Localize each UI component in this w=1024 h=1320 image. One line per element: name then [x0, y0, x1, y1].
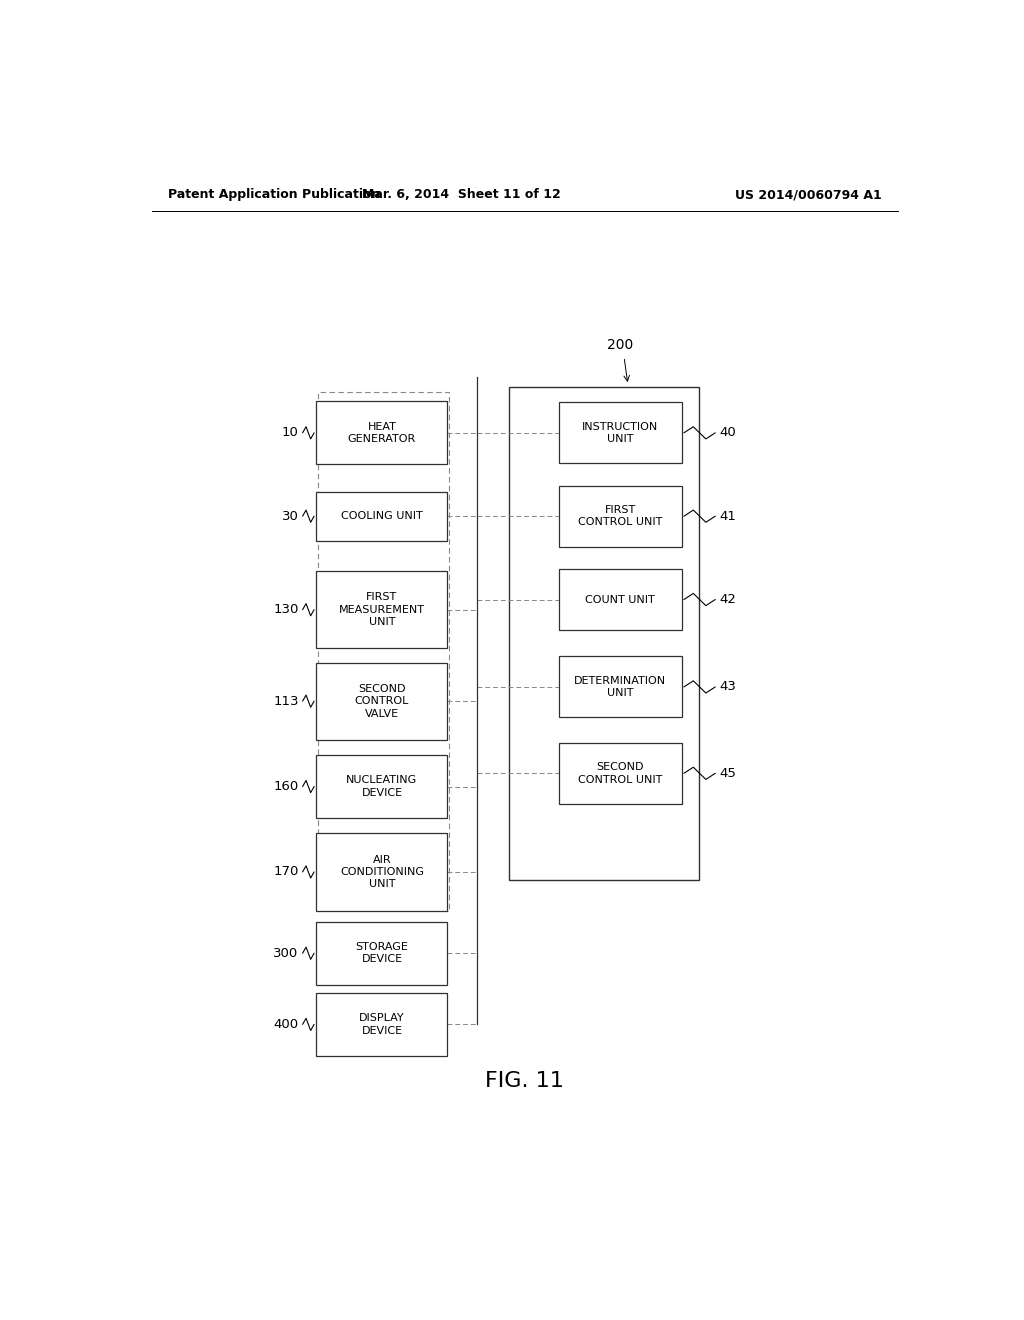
- Text: 400: 400: [273, 1018, 299, 1031]
- Text: COOLING UNIT: COOLING UNIT: [341, 511, 423, 521]
- Text: FIG. 11: FIG. 11: [485, 1072, 564, 1092]
- Text: SECOND
CONTROL UNIT: SECOND CONTROL UNIT: [578, 762, 663, 784]
- Text: 30: 30: [282, 510, 299, 523]
- Text: 43: 43: [719, 680, 736, 693]
- Text: 42: 42: [719, 593, 736, 606]
- FancyBboxPatch shape: [558, 656, 682, 718]
- Text: INSTRUCTION
UNIT: INSTRUCTION UNIT: [582, 421, 658, 444]
- FancyBboxPatch shape: [316, 993, 447, 1056]
- FancyBboxPatch shape: [316, 755, 447, 818]
- Text: NUCLEATING
DEVICE: NUCLEATING DEVICE: [346, 775, 418, 797]
- Text: AIR
CONDITIONING
UNIT: AIR CONDITIONING UNIT: [340, 854, 424, 890]
- Text: 113: 113: [273, 694, 299, 708]
- Text: 160: 160: [273, 780, 299, 793]
- Text: DISPLAY
DEVICE: DISPLAY DEVICE: [359, 1014, 404, 1036]
- Text: 10: 10: [282, 426, 299, 440]
- FancyBboxPatch shape: [558, 743, 682, 804]
- FancyBboxPatch shape: [316, 663, 447, 739]
- Text: 200: 200: [607, 338, 633, 351]
- FancyBboxPatch shape: [558, 569, 682, 630]
- Text: US 2014/0060794 A1: US 2014/0060794 A1: [735, 189, 882, 202]
- Text: STORAGE
DEVICE: STORAGE DEVICE: [355, 942, 409, 965]
- Text: 40: 40: [719, 426, 736, 440]
- Text: HEAT
GENERATOR: HEAT GENERATOR: [348, 421, 416, 444]
- FancyBboxPatch shape: [316, 492, 447, 541]
- FancyBboxPatch shape: [558, 403, 682, 463]
- Text: 170: 170: [273, 866, 299, 878]
- Text: DETERMINATION
UNIT: DETERMINATION UNIT: [574, 676, 666, 698]
- Text: 41: 41: [719, 510, 736, 523]
- FancyBboxPatch shape: [509, 387, 699, 880]
- FancyBboxPatch shape: [558, 486, 682, 546]
- FancyBboxPatch shape: [316, 572, 447, 648]
- Text: COUNT UNIT: COUNT UNIT: [585, 594, 655, 605]
- Text: FIRST
CONTROL UNIT: FIRST CONTROL UNIT: [578, 506, 663, 528]
- FancyBboxPatch shape: [316, 921, 447, 985]
- Text: Mar. 6, 2014  Sheet 11 of 12: Mar. 6, 2014 Sheet 11 of 12: [361, 189, 561, 202]
- FancyBboxPatch shape: [316, 833, 447, 911]
- Text: FIRST
MEASUREMENT
UNIT: FIRST MEASUREMENT UNIT: [339, 593, 425, 627]
- FancyBboxPatch shape: [316, 401, 447, 465]
- Text: SECOND
CONTROL
VALVE: SECOND CONTROL VALVE: [354, 684, 410, 718]
- Text: Patent Application Publication: Patent Application Publication: [168, 189, 380, 202]
- Text: 130: 130: [273, 603, 299, 616]
- Text: 45: 45: [719, 767, 736, 780]
- Text: 300: 300: [273, 946, 299, 960]
